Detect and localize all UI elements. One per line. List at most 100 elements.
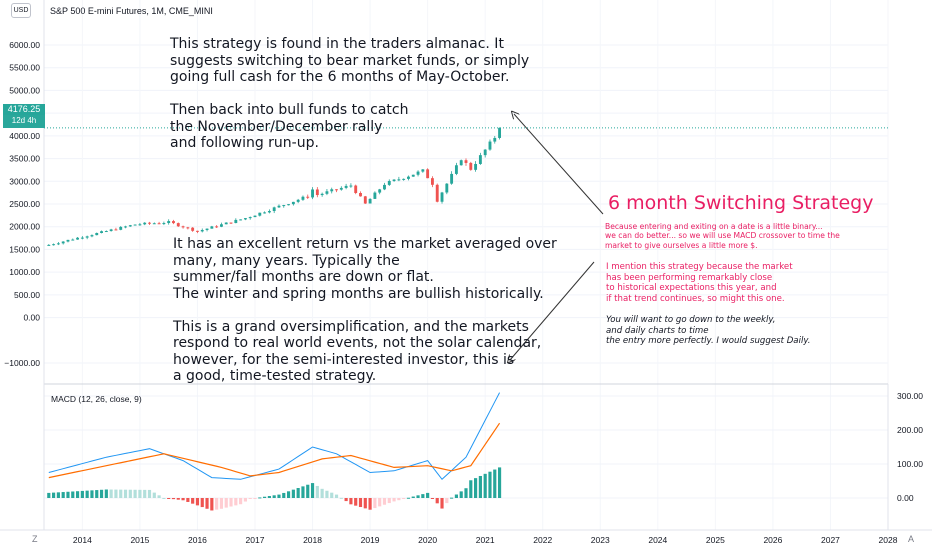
macd-histogram-bar <box>387 498 391 504</box>
arrow-to-strategy-text[interactable] <box>510 261 595 360</box>
candle <box>387 179 391 186</box>
macd-histogram-bar <box>382 498 387 505</box>
candle <box>445 183 449 195</box>
time-tick-label: 2022 <box>533 535 552 545</box>
time-tick-label: 2020 <box>418 535 437 545</box>
candle <box>85 235 89 240</box>
macd-histogram-bar <box>291 489 295 498</box>
candle <box>373 191 377 200</box>
macd-histogram-bar <box>123 489 128 498</box>
currency-button[interactable]: USD <box>11 3 31 18</box>
macd-histogram-bar <box>392 498 396 502</box>
candle <box>430 176 434 188</box>
current-price-tag: 4176.25 <box>3 104 45 115</box>
time-zone-button[interactable]: Z <box>32 534 38 544</box>
strategy-title[interactable]: 6 month Switching Strategy <box>608 192 874 214</box>
candle <box>215 225 219 229</box>
macd-line[interactable] <box>48 392 501 481</box>
time-tick-label: 2024 <box>648 535 667 545</box>
candle <box>282 204 286 208</box>
candle <box>498 127 502 140</box>
candle <box>167 219 171 225</box>
macd-histogram-bar <box>147 489 152 498</box>
macd-indicator-label[interactable]: MACD (12, 26, close, 9) <box>51 394 142 404</box>
macd-tick-label: 300.00 <box>897 391 923 401</box>
time-tick-label: 2023 <box>591 535 610 545</box>
annotation-pink-1[interactable]: Because entering and exiting on a date i… <box>605 222 840 250</box>
price-tick-label: 5000.00 <box>9 85 40 95</box>
auto-scale-button[interactable]: A <box>908 534 915 544</box>
price-tick-label: −1000.00 <box>4 358 40 368</box>
arrow-to-current-price[interactable] <box>514 114 604 215</box>
macd-histogram-bar <box>248 498 252 499</box>
candle <box>95 232 99 236</box>
macd-histogram-bar <box>435 498 439 504</box>
candle <box>205 228 209 232</box>
annotation-pink-1-line: market to give ourselves a little more $… <box>605 240 758 250</box>
annotation-pink-2-line: I mention this strategy because the mark… <box>606 262 793 272</box>
macd-histogram-bar <box>66 491 70 498</box>
candle <box>426 168 430 179</box>
candle <box>52 243 56 246</box>
candle <box>196 230 199 234</box>
annotation-middle[interactable]: It has an excellent return vs the market… <box>173 236 557 385</box>
candle <box>354 184 358 195</box>
macd-histogram-bar <box>349 498 353 505</box>
macd-axis[interactable]: 300.00 200.00 100.00 0.00 <box>897 391 923 503</box>
price-tick-label: 0.00 <box>23 313 40 323</box>
candle <box>172 219 175 225</box>
macd-histogram-bar <box>450 497 454 499</box>
macd-histogram-bar <box>315 485 319 498</box>
candle <box>267 209 271 214</box>
candle <box>181 225 185 229</box>
macd-histogram <box>47 467 502 511</box>
annotation-pink-2[interactable]: I mention this strategy because the mark… <box>606 262 793 304</box>
annotation-top[interactable]: This strategy is found in the traders al… <box>170 36 529 152</box>
annotation-middle-line: a good, time-tested strategy. <box>173 368 377 384</box>
macd-histogram-bar <box>330 492 334 498</box>
candle <box>339 186 343 191</box>
macd-histogram-bar <box>459 491 463 498</box>
time-tick-label: 2027 <box>821 535 840 545</box>
time-tick-label: 2015 <box>130 535 149 545</box>
macd-histogram-bar <box>272 495 276 498</box>
candle <box>325 188 329 196</box>
macd-histogram-bar <box>334 494 339 498</box>
macd-histogram-bar <box>426 492 430 498</box>
candle <box>383 182 386 191</box>
candle <box>219 222 223 228</box>
macd-histogram-bar <box>47 492 51 498</box>
macd-histogram-bar <box>143 489 147 498</box>
candle <box>411 174 415 177</box>
candle <box>301 195 305 201</box>
price-tick-label: 3000.00 <box>9 176 40 186</box>
macd-histogram-bar <box>430 498 435 499</box>
symbol-title[interactable]: S&P 500 E-mini Futures, 1M, CME_MINI <box>50 6 213 16</box>
macd-histogram-bar <box>61 492 65 498</box>
annotation-italic[interactable]: You will want to go down to the weekly, a… <box>606 315 811 347</box>
price-tick-label: 1000.00 <box>9 267 40 277</box>
macd-tick-label: 100.00 <box>897 459 923 469</box>
macd-histogram-bar <box>358 498 363 508</box>
annotation-italic-line: and daily charts to time <box>606 325 709 336</box>
time-tick-label: 2014 <box>73 535 92 545</box>
candle <box>138 223 142 226</box>
candle <box>186 226 190 230</box>
candle <box>402 178 406 181</box>
candle <box>176 222 180 227</box>
candle <box>488 139 492 151</box>
signal-line[interactable] <box>48 422 501 479</box>
macd-histogram-bar <box>119 489 123 498</box>
macd-histogram-bar <box>354 498 358 506</box>
candle <box>210 225 214 229</box>
candle <box>306 194 310 200</box>
macd-histogram-bar <box>56 492 60 498</box>
time-tick-label: 2016 <box>188 535 207 545</box>
time-tick-label: 2026 <box>763 535 782 545</box>
price-axis[interactable]: 6000.005500.005000.004500.004000.003500.… <box>4 40 40 368</box>
annotation-middle-line <box>173 302 557 319</box>
candle <box>263 211 267 214</box>
time-axis[interactable]: 2014 2015 2016 2017 2018 2019 2020 2021 2022 2023… <box>73 535 898 545</box>
candles[interactable] <box>47 127 502 246</box>
